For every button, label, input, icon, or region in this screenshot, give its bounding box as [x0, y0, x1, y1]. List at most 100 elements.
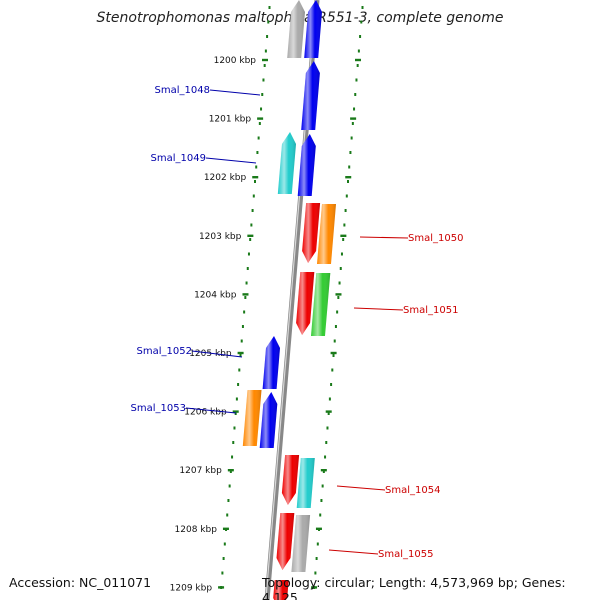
gene-feature-9[interactable]: [262, 336, 280, 389]
gene-feature-8[interactable]: [311, 273, 331, 336]
gene-feature-3[interactable]: [277, 132, 296, 194]
tick-label: 1209 kbp: [170, 583, 213, 593]
major-tick-right: [340, 234, 347, 237]
scale-dot: [260, 107, 263, 111]
scale-dot: [221, 571, 224, 575]
tick-label: 1200 kbp: [214, 56, 257, 66]
scale-dot: [237, 383, 240, 386]
gene-feature-12[interactable]: [281, 455, 300, 505]
scale-dot: [239, 354, 242, 357]
scale-dot: [320, 499, 323, 502]
gene-label[interactable]: Smal_1051: [403, 305, 458, 316]
gene-arrow-shading: [301, 61, 320, 130]
gene-arrow-shading: [304, 0, 322, 58]
gene-label-leader: [328, 549, 379, 555]
major-tick-right: [320, 469, 327, 472]
scale-dot: [348, 165, 351, 169]
gene-labels: Smal_1048 Smal_1049 Smal_1050 Smal_1051 Smal…: [131, 85, 464, 560]
scale-dot: [268, 6, 271, 9]
scale-dot: [354, 93, 357, 96]
scale-dot: [233, 426, 236, 430]
gene-arrow-shading: [262, 336, 280, 389]
scale-dot: [321, 484, 324, 488]
major-tick-left: [227, 469, 234, 472]
gene-feature-11[interactable]: [259, 392, 278, 448]
gene-arrow-shading: [242, 390, 262, 446]
scale-dot: [264, 49, 267, 53]
gene-feature-15[interactable]: [291, 515, 311, 572]
scale-dot: [228, 484, 231, 488]
gene-arrow-shading: [259, 392, 278, 448]
scale-dot: [314, 571, 317, 575]
gene-label[interactable]: Smal_1048: [155, 85, 210, 96]
gene-label[interactable]: Smal_1052: [137, 346, 192, 357]
scale-dot: [227, 499, 230, 502]
gene-label[interactable]: Smal_1050: [408, 233, 463, 244]
gene-arrow-shading: [276, 513, 295, 570]
gene-label[interactable]: Smal_1049: [151, 153, 206, 164]
scale-dot: [334, 325, 337, 328]
scale-dot: [325, 441, 328, 444]
tick-label: 1204 kbp: [194, 290, 237, 300]
major-tick-left: [218, 586, 225, 589]
scale-dot: [249, 238, 252, 241]
gene-feature-14[interactable]: [276, 513, 295, 570]
scale-dot: [351, 122, 354, 125]
scale-dot: [267, 20, 270, 24]
major-tick-right: [315, 527, 322, 530]
scale-dot: [324, 455, 327, 459]
gene-feature-6[interactable]: [317, 204, 336, 264]
scale-dot: [330, 383, 333, 386]
gene-feature-10[interactable]: [242, 390, 262, 446]
gene-label-leader: [205, 157, 257, 164]
major-tick-right: [311, 586, 318, 589]
major-tick-right: [350, 117, 357, 120]
gene-label-leader: [209, 89, 261, 96]
major-tick-right: [330, 351, 337, 355]
gene-feature-13[interactable]: [296, 458, 315, 508]
scale-dot: [356, 64, 359, 67]
gene-feature-0[interactable]: [287, 0, 305, 58]
scale-dot: [263, 64, 266, 67]
scale-dot: [340, 252, 343, 256]
gene-label-leader: [191, 350, 243, 358]
scale-dot: [338, 281, 341, 285]
scale-dot: [245, 281, 248, 285]
gene-label[interactable]: Smal_1053: [131, 403, 186, 414]
scale-dot: [322, 470, 325, 473]
major-tick-left: [247, 234, 254, 237]
scale-dot: [333, 339, 336, 343]
scale-dot: [339, 267, 342, 270]
gene-label[interactable]: Smal_1054: [385, 485, 440, 496]
major-tick-left: [252, 176, 259, 179]
scale-dot: [349, 151, 352, 154]
scale-ticks: 1200 kbp 1201 kbp 1202 kbp 1203 kbp 1204 kbp…: [170, 56, 362, 593]
gene-label-leader: [359, 236, 409, 239]
gene-label[interactable]: Smal_1055: [378, 549, 433, 560]
gene-feature-16[interactable]: [273, 580, 289, 600]
scale-dot: [336, 310, 339, 314]
gene-feature-7[interactable]: [296, 272, 315, 335]
gene-feature-4[interactable]: [297, 134, 316, 196]
scale-dot: [344, 209, 347, 212]
major-tick-left: [222, 527, 229, 530]
scale-dot: [223, 542, 226, 546]
gene-feature-2[interactable]: [301, 61, 320, 130]
major-tick-left: [232, 410, 239, 413]
tick-label: 1206 kbp: [184, 408, 227, 418]
gene-arrow-shading: [296, 272, 315, 335]
accession-text: Accession: NC_011071: [9, 575, 152, 590]
gene-label-leader: [336, 485, 386, 491]
scale-dot: [350, 136, 353, 140]
scale-dot: [234, 412, 237, 415]
scale-dot: [257, 136, 260, 140]
gene-feature-1[interactable]: [304, 0, 322, 58]
tick-label: 1208 kbp: [175, 525, 218, 535]
gene-arrow-shading: [287, 0, 305, 58]
scale-dot: [326, 426, 329, 430]
scale-dot: [252, 194, 255, 198]
gene-label-leader: [185, 407, 237, 414]
major-tick-right: [335, 293, 342, 296]
gene-feature-5[interactable]: [302, 203, 321, 263]
scale-dot: [355, 78, 358, 82]
